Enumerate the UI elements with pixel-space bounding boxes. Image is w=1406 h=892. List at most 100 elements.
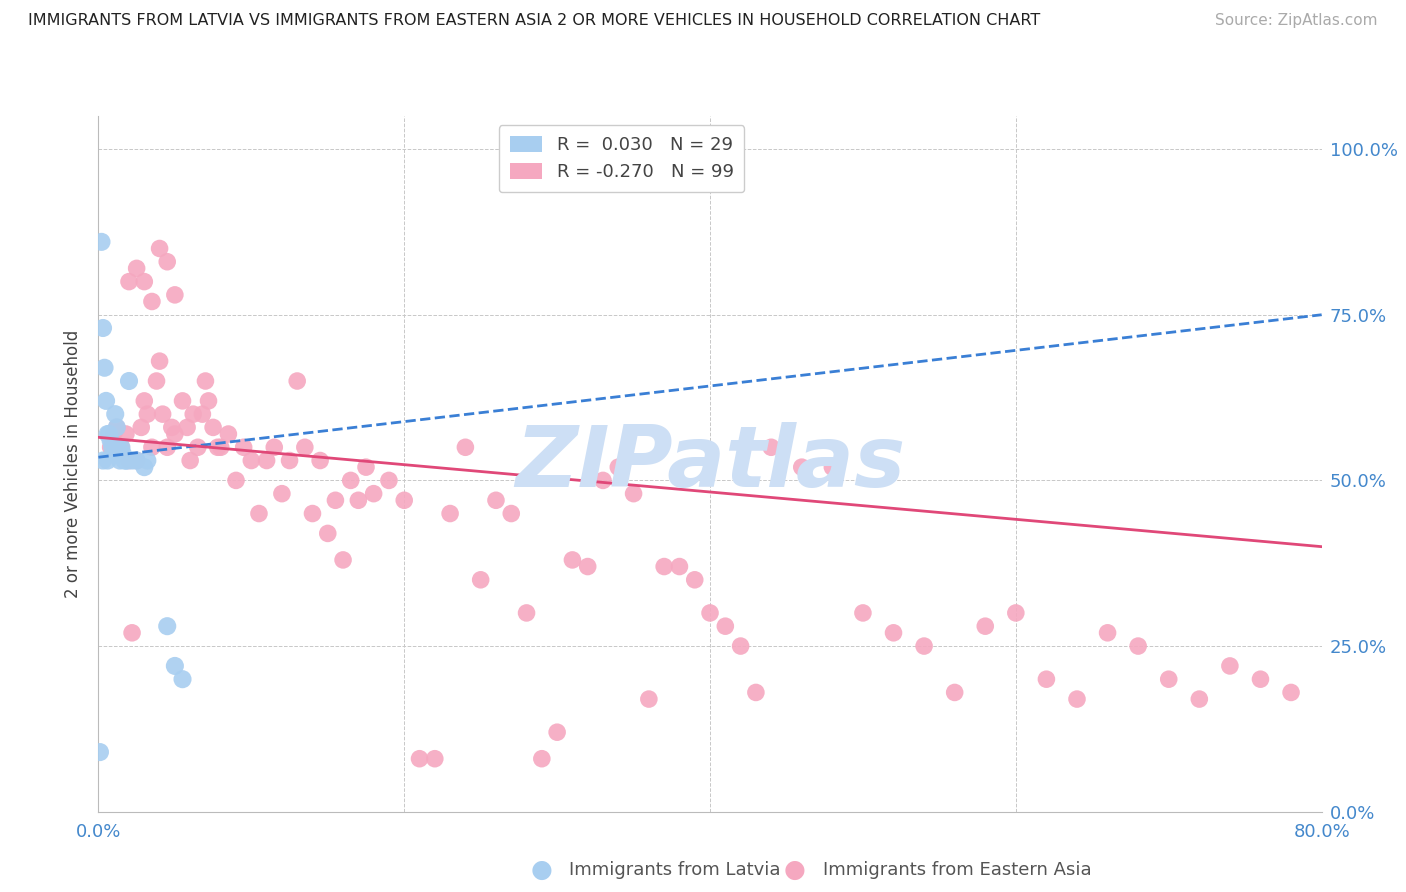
Point	[105, 420, 128, 434]
Point	[172, 672, 194, 686]
Legend: R =  0.030   N = 29, R = -0.270   N = 99: R = 0.030 N = 29, R = -0.270 N = 99	[499, 125, 745, 192]
Point	[134, 393, 156, 408]
Point	[136, 453, 159, 467]
Point	[134, 460, 156, 475]
Text: Immigrants from Eastern Asia: Immigrants from Eastern Asia	[823, 861, 1091, 879]
Point	[699, 606, 721, 620]
Point	[1128, 639, 1150, 653]
Point	[125, 261, 148, 276]
Point	[156, 619, 179, 633]
Point	[111, 447, 134, 461]
Point	[156, 440, 179, 454]
Point	[1219, 659, 1241, 673]
Point	[883, 625, 905, 640]
Point	[207, 440, 229, 454]
Point	[316, 526, 339, 541]
Point	[325, 493, 347, 508]
Point	[309, 453, 332, 467]
Point	[176, 420, 198, 434]
Point	[101, 440, 124, 454]
Point	[485, 493, 508, 508]
Point	[125, 453, 148, 467]
Point	[202, 420, 225, 434]
Point	[163, 427, 186, 442]
Point	[103, 427, 125, 442]
Point	[209, 440, 232, 454]
Point	[91, 321, 114, 335]
Point	[93, 360, 115, 375]
Text: ●: ●	[783, 858, 806, 881]
Point	[110, 440, 132, 454]
Point	[134, 275, 156, 289]
Point	[110, 440, 132, 454]
Point	[683, 573, 706, 587]
Text: Immigrants from Latvia: Immigrants from Latvia	[569, 861, 780, 879]
Point	[187, 440, 209, 454]
Point	[278, 453, 301, 467]
Point	[530, 752, 553, 766]
Point	[912, 639, 935, 653]
Point	[1066, 692, 1088, 706]
Point	[112, 453, 135, 467]
Point	[759, 440, 782, 454]
Point	[107, 440, 129, 454]
Point	[136, 407, 159, 421]
Point	[1188, 692, 1211, 706]
Point	[149, 242, 172, 256]
Point	[117, 453, 139, 467]
Point	[332, 553, 354, 567]
Point	[439, 507, 461, 521]
Point	[100, 440, 122, 454]
Point	[121, 625, 143, 640]
Point	[232, 440, 254, 454]
Point	[1035, 672, 1057, 686]
Point	[516, 606, 538, 620]
Point	[1279, 685, 1302, 699]
Text: ZIPatlas: ZIPatlas	[515, 422, 905, 506]
Point	[974, 619, 997, 633]
Point	[179, 453, 201, 467]
Point	[145, 374, 167, 388]
Point	[217, 427, 239, 442]
Point	[408, 752, 430, 766]
Point	[561, 553, 583, 567]
Text: Source: ZipAtlas.com: Source: ZipAtlas.com	[1215, 13, 1378, 29]
Point	[97, 427, 120, 442]
Point	[125, 453, 148, 467]
Point	[270, 486, 292, 500]
Y-axis label: 2 or more Vehicles in Household: 2 or more Vehicles in Household	[65, 330, 83, 598]
Point	[301, 507, 323, 521]
Point	[149, 354, 172, 368]
Point	[104, 407, 127, 421]
Point	[191, 407, 214, 421]
Point	[194, 374, 217, 388]
Point	[423, 752, 446, 766]
Point	[181, 407, 204, 421]
Point	[172, 393, 194, 408]
Point	[730, 639, 752, 653]
Point	[100, 434, 122, 448]
Point	[1004, 606, 1026, 620]
Point	[652, 559, 675, 574]
Point	[852, 606, 875, 620]
Point	[98, 427, 121, 442]
Point	[225, 474, 247, 488]
Point	[790, 460, 813, 475]
Point	[118, 275, 141, 289]
Point	[121, 453, 143, 467]
Point	[91, 453, 114, 467]
Point	[714, 619, 737, 633]
Point	[163, 659, 186, 673]
Point	[108, 453, 131, 467]
Point	[197, 393, 219, 408]
Point	[637, 692, 661, 706]
Point	[354, 460, 377, 475]
Point	[118, 453, 141, 467]
Point	[668, 559, 690, 574]
Point	[339, 474, 361, 488]
Point	[103, 447, 125, 461]
Point	[97, 453, 120, 467]
Point	[1157, 672, 1180, 686]
Point	[141, 294, 163, 309]
Point	[592, 474, 614, 488]
